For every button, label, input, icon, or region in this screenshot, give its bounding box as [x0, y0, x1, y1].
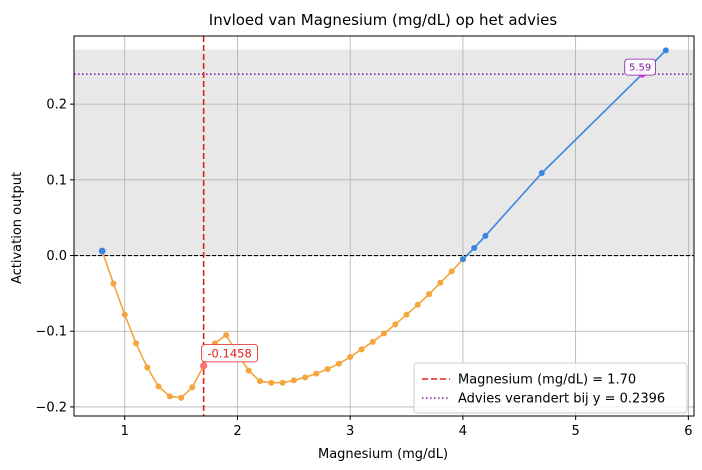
- ticks: 1 2 3 4 5 6 −0.2 −0.1 0.0 0.1 0.2: [35, 98, 692, 439]
- data-point: [290, 377, 297, 384]
- data-point: [347, 353, 354, 360]
- annotation-marker: [200, 362, 208, 370]
- data-point: [302, 374, 309, 381]
- annotation-box: [201, 343, 258, 363]
- plot-frame: [73, 35, 695, 417]
- y-axis-label: Activation output: [10, 172, 25, 284]
- data-point: [392, 321, 399, 328]
- data-point: [268, 379, 275, 386]
- data-point: [662, 47, 669, 54]
- y-tick-label: −0.1: [35, 325, 67, 340]
- chart-title: Invloed van Magnesium (mg/dL) op het adv…: [209, 11, 558, 29]
- data-point: [414, 301, 421, 308]
- data-point: [121, 311, 128, 318]
- data-point: [324, 366, 331, 373]
- legend-entry-vertical-line: Magnesium (mg/dL) = 1.70: [458, 373, 636, 388]
- y-tick-label: 0.0: [46, 249, 67, 264]
- x-axis-label: Magnesium (mg/dL): [318, 447, 448, 462]
- legend-entry-horizontal-line: Advies verandert bij y = 0.2396: [458, 392, 665, 407]
- data-point: [358, 346, 365, 353]
- x-tick-label: 3: [346, 424, 354, 439]
- data-point: [279, 379, 286, 386]
- y-tick-label: 0.2: [46, 98, 67, 113]
- annotations: -0.1458 5.59: [200, 58, 656, 370]
- data-point: [437, 279, 444, 286]
- data-point: [155, 383, 162, 390]
- data-point: [313, 370, 320, 377]
- data-point: [178, 394, 185, 401]
- data-point: [448, 268, 455, 275]
- annotation-label: 5.59: [629, 63, 651, 74]
- y-tick-label: 0.1: [46, 173, 67, 188]
- series-line-0: [101, 250, 464, 399]
- y-tick-label: −0.2: [35, 400, 67, 415]
- legend: Magnesium (mg/dL) = 1.70 Advies verander…: [413, 362, 688, 414]
- x-tick-label: 5: [571, 424, 579, 439]
- data-point: [166, 393, 173, 400]
- start-point: [98, 247, 106, 255]
- data-point: [110, 280, 117, 287]
- data-point: [369, 338, 376, 345]
- annotation-label: -0.1458: [207, 346, 251, 360]
- x-tick-label: 1: [121, 424, 129, 439]
- axes-frame: [73, 35, 695, 417]
- x-tick-label: 2: [233, 424, 241, 439]
- data-point: [403, 311, 410, 318]
- data-point: [133, 340, 139, 347]
- x-tick-label: 6: [684, 424, 692, 439]
- data-point: [482, 232, 489, 239]
- x-tick-label: 4: [459, 424, 467, 439]
- annotation-box: [624, 58, 656, 76]
- data-point: [144, 364, 151, 371]
- data-point: [471, 244, 478, 251]
- data-point: [538, 170, 545, 177]
- data-point: [381, 330, 387, 337]
- shaded-band: [74, 49, 694, 256]
- plot-background: [74, 49, 694, 256]
- data-point: [223, 332, 230, 339]
- data-point: [245, 367, 252, 374]
- data-point: [335, 360, 342, 367]
- data-point: [189, 384, 196, 391]
- data-point: [459, 256, 466, 263]
- legend-box: [413, 362, 688, 414]
- data-point: [426, 291, 433, 298]
- data-point: [257, 378, 263, 385]
